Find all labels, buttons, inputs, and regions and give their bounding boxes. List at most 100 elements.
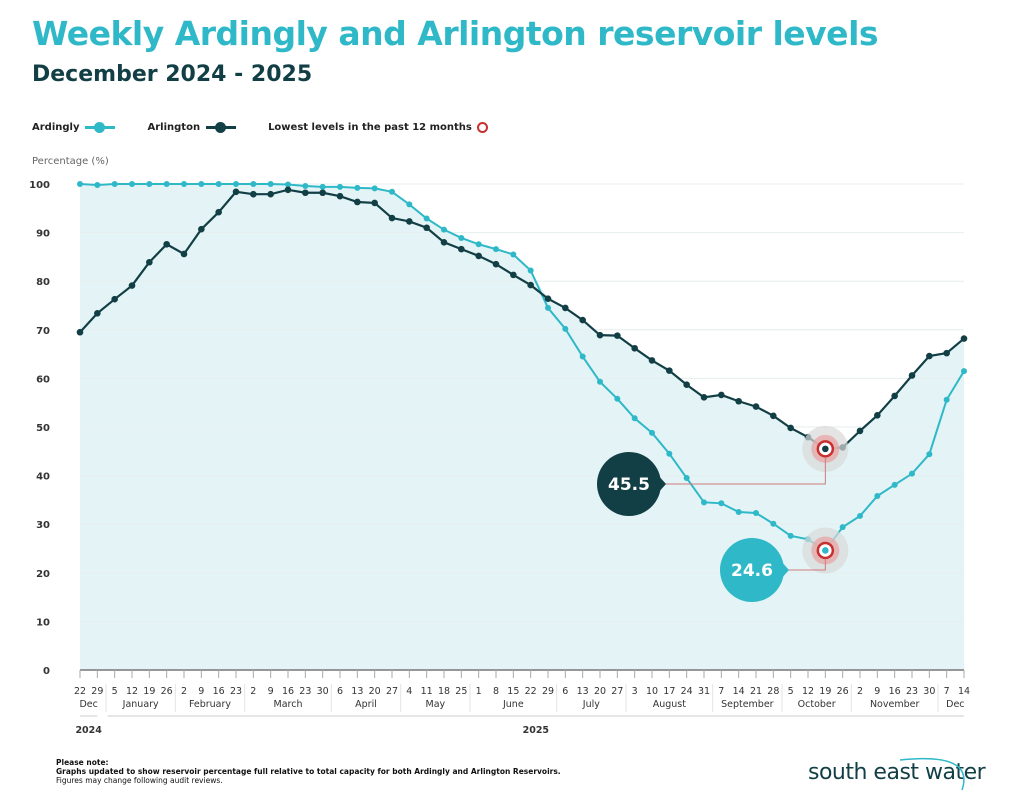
ardingly-line-icon — [85, 122, 116, 133]
x-tick-label: 21 — [750, 686, 762, 697]
ardingly-point — [666, 450, 673, 457]
ardingly-point — [250, 181, 257, 187]
lowest-ring-icon — [476, 122, 488, 133]
x-tick-label: 16 — [213, 686, 225, 697]
x-tick-label: 10 — [646, 686, 658, 697]
x-tick-label: 5 — [112, 686, 118, 697]
ardingly-point — [146, 181, 153, 187]
arlington-point — [475, 252, 482, 260]
month-label: Dec — [79, 699, 97, 710]
ardingly-point — [631, 415, 638, 422]
x-tick-label: 16 — [282, 686, 294, 697]
ardingly-point — [926, 451, 933, 458]
x-tick-label: 30 — [923, 686, 935, 697]
y-tick-label: 90 — [36, 229, 50, 240]
x-tick-label: 22 — [74, 686, 86, 697]
ardingly-point — [267, 181, 274, 187]
x-tick-label: 19 — [143, 686, 155, 697]
ardingly-point — [319, 183, 326, 190]
arlington-point — [787, 424, 794, 432]
x-tick-label: 9 — [198, 686, 204, 697]
y-tick-label: 80 — [36, 277, 50, 288]
x-tick-label: 7 — [718, 686, 724, 697]
ardingly-point — [770, 520, 777, 527]
x-tick-label: 11 — [421, 686, 433, 697]
ardingly-point — [163, 181, 170, 187]
ardingly-point — [718, 500, 725, 507]
ardingly-point — [233, 181, 239, 187]
x-tick-label: 20 — [369, 686, 381, 697]
arlington-point — [163, 240, 170, 248]
arlington-point — [232, 188, 240, 196]
arlington-point — [752, 403, 760, 410]
ardingly-point — [181, 181, 187, 187]
lowest-point — [822, 445, 829, 453]
arlington-point — [579, 316, 586, 324]
ardingly-point — [787, 532, 794, 539]
y-tick-label: 50 — [36, 423, 50, 434]
month-label: June — [502, 699, 524, 710]
ardingly-point — [909, 470, 915, 477]
legend: Ardingly Arlington Lowest levels in the … — [32, 122, 520, 133]
ardingly-point — [701, 499, 707, 506]
footnote: Please note: Graphs updated to show rese… — [56, 758, 561, 785]
x-tick-label: 31 — [698, 686, 710, 697]
arlington-point — [908, 372, 916, 379]
ardingly-point — [735, 509, 742, 516]
arlington-point — [146, 258, 153, 266]
legend-ardingly-label: Ardingly — [32, 122, 80, 133]
page-subtitle: December 2024 - 2025 — [32, 62, 313, 87]
x-tick-label: 8 — [493, 686, 499, 697]
note-heading: Please note: — [56, 758, 109, 767]
arlington-point — [718, 391, 725, 399]
page-title: Weekly Ardingly and Arlington reservoir … — [32, 14, 879, 53]
month-label: July — [582, 699, 600, 710]
ardingly-point — [285, 181, 291, 188]
x-tick-label: 28 — [767, 686, 779, 697]
x-tick-label: 6 — [337, 686, 343, 697]
x-tick-label: 27 — [611, 686, 623, 697]
arlington-point — [562, 304, 569, 312]
arlington-point — [492, 260, 500, 268]
ardingly-point — [857, 512, 863, 519]
x-tick-label: 23 — [230, 686, 242, 697]
arlington-point — [94, 309, 101, 317]
arlington-point — [683, 381, 690, 389]
month-label: August — [653, 699, 687, 710]
x-tick-label: 12 — [802, 686, 814, 697]
callout-label: 45.5 — [608, 475, 650, 495]
y-tick-label: 30 — [36, 520, 50, 531]
callout-bubble — [720, 538, 784, 602]
legend-ardingly: Ardingly — [32, 122, 116, 133]
callout-bubble — [597, 452, 661, 516]
y-tick-label: 70 — [36, 326, 50, 337]
arlington-point — [371, 199, 378, 207]
month-label: March — [274, 699, 303, 710]
x-tick-label: 19 — [819, 686, 831, 697]
ardingly-point — [389, 188, 395, 195]
arlington-point — [458, 245, 465, 253]
ardingly-point — [579, 353, 586, 360]
callout-leader — [665, 457, 826, 485]
lowest-point — [822, 547, 829, 554]
x-tick-label: 29 — [542, 686, 554, 697]
x-tick-label: 14 — [958, 686, 970, 697]
arlington-point — [856, 427, 864, 435]
arlington-point — [406, 218, 413, 225]
arlington-point — [527, 281, 534, 289]
x-tick-label: 13 — [351, 686, 363, 697]
x-tick-label: 27 — [386, 686, 398, 697]
ardingly-point — [545, 304, 551, 311]
arlington-point — [302, 189, 309, 197]
ardingly-point — [111, 181, 118, 187]
x-tick-label: 13 — [577, 686, 589, 697]
x-tick-label: 7 — [944, 686, 950, 697]
ardingly-point — [874, 493, 881, 500]
month-label: September — [721, 699, 774, 710]
note-line-2: Figures may change following audit revie… — [56, 776, 223, 785]
ardingly-point — [753, 510, 759, 517]
arlington-point — [128, 282, 136, 289]
ardingly-point — [302, 182, 309, 189]
callout-leader — [788, 559, 826, 571]
